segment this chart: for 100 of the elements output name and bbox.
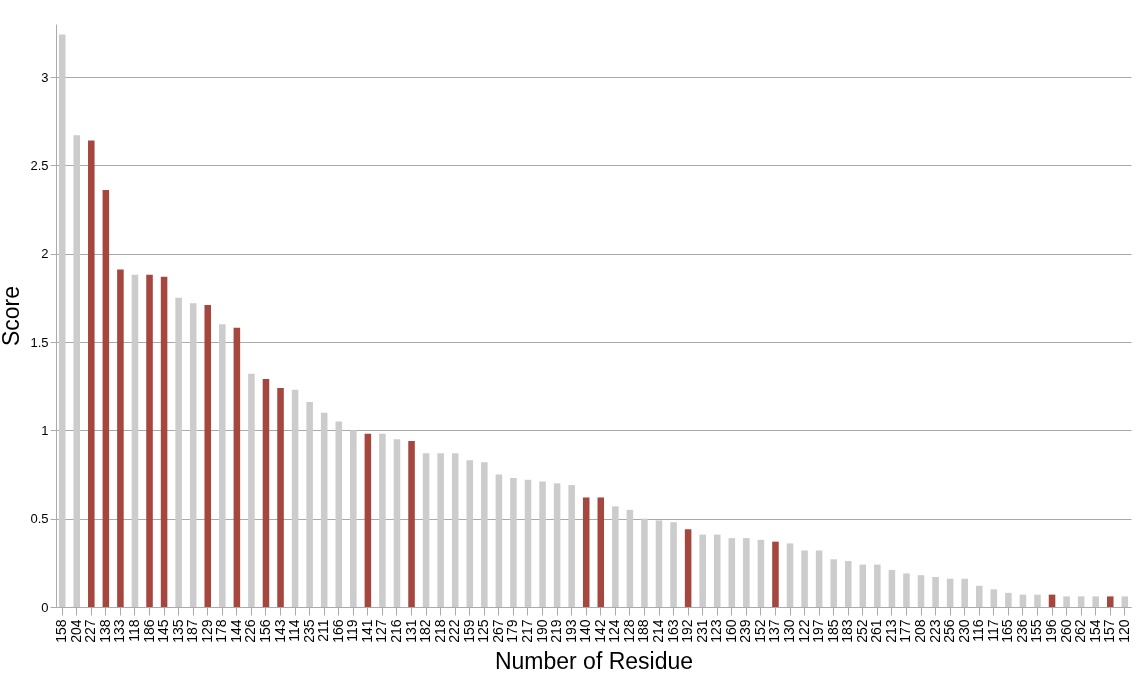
bar (146, 274, 153, 607)
y-tick-label: 3 (41, 69, 49, 85)
x-tick-label: 197 (810, 619, 827, 643)
bar (1005, 592, 1012, 607)
x-tick-label: 235 (300, 619, 317, 643)
x-tick-label: 157 (1101, 619, 1118, 643)
y-axis-title: Score (0, 285, 25, 347)
x-tick-label: 177 (897, 619, 914, 643)
bar (73, 135, 81, 607)
bar (757, 539, 765, 607)
bar (597, 497, 605, 607)
x-tick-label: 131 (402, 619, 419, 643)
x-tick-label: 142 (591, 619, 608, 643)
x-tick-label: 140 (577, 619, 594, 643)
x-tick-label: 179 (504, 619, 521, 643)
bar (160, 276, 168, 607)
bar (1063, 596, 1070, 607)
x-tick-label: 125 (475, 619, 492, 643)
x-tick-label: 155 (1028, 619, 1045, 643)
x-tick-label: 183 (839, 619, 856, 643)
x-tick-label: 187 (184, 619, 201, 643)
x-tick-label: 166 (329, 619, 346, 643)
x-tick-label: 252 (853, 619, 870, 643)
x-tick-label: 196 (1043, 619, 1060, 643)
bar (1034, 594, 1041, 607)
x-tick-label: 213 (882, 619, 899, 643)
x-tick-label: 128 (620, 619, 637, 643)
x-tick-label: 130 (781, 619, 798, 643)
x-tick-label: 145 (155, 619, 172, 643)
x-tick-label: 144 (227, 619, 244, 643)
bar (117, 269, 124, 607)
bar (684, 529, 692, 607)
x-tick-label: 165 (999, 619, 1016, 643)
x-tick-label: 218 (431, 619, 448, 643)
x-tick-label: 192 (679, 619, 696, 643)
bar (58, 34, 66, 607)
bar (524, 479, 532, 607)
x-tick-label: 216 (387, 619, 404, 643)
bar (655, 520, 663, 607)
x-tick-label: 137 (766, 619, 783, 643)
bar (1121, 596, 1129, 607)
bar (422, 453, 430, 607)
bar (1092, 596, 1099, 607)
x-tick-label: 156 (256, 619, 273, 643)
bar (233, 327, 241, 607)
x-tick-label: 163 (664, 619, 681, 643)
bar (626, 509, 634, 607)
bar (786, 543, 794, 607)
bar (1106, 596, 1114, 607)
bar (277, 387, 284, 607)
x-tick-label: 135 (169, 619, 186, 643)
bar (699, 534, 706, 607)
y-tick-label: 2 (41, 246, 49, 262)
bar (437, 453, 444, 607)
bar (801, 550, 808, 607)
x-tick-label: 138 (96, 619, 113, 643)
bar (291, 389, 299, 607)
bar (568, 485, 575, 607)
x-tick-label: 188 (635, 619, 652, 643)
x-tick-label: 182 (417, 619, 434, 643)
bar (859, 564, 867, 607)
y-tick-label: 1.5 (30, 334, 49, 350)
bar (612, 506, 619, 607)
bar (917, 575, 925, 607)
x-tick-label: 133 (111, 619, 128, 643)
bar (248, 373, 255, 607)
x-tick-label: 226 (242, 619, 259, 643)
bar (772, 541, 779, 607)
x-tick-label: 223 (926, 619, 943, 643)
x-tick-label: 116 (970, 619, 987, 642)
bar (219, 324, 226, 607)
x-tick-label: 214 (650, 619, 666, 643)
bar (102, 190, 110, 607)
bar (350, 430, 357, 607)
bar (466, 460, 474, 607)
bar (932, 576, 939, 607)
x-tick-label: 208 (912, 619, 929, 643)
x-tick-label: 123 (708, 619, 725, 643)
x-tick-label: 119 (344, 619, 361, 642)
x-tick-label: 120 (1115, 619, 1132, 643)
x-tick-label: 236 (1013, 619, 1030, 643)
x-tick-label: 127 (373, 619, 390, 643)
x-tick-label: 193 (562, 619, 579, 643)
x-tick-label: 143 (271, 619, 288, 643)
bar (670, 522, 677, 607)
x-tick-label: 256 (941, 619, 958, 643)
y-tick-label: 0.5 (30, 511, 49, 527)
bar (641, 518, 648, 607)
bar (903, 573, 910, 607)
x-tick-label: 159 (460, 619, 477, 643)
x-tick-label: 118 (125, 619, 142, 642)
bar (204, 304, 212, 607)
bar (990, 589, 998, 607)
x-tick-label: 185 (824, 619, 841, 643)
x-tick-label: 260 (1057, 619, 1074, 643)
bar (975, 585, 983, 607)
bar (306, 402, 313, 607)
x-tick-label: 190 (533, 619, 550, 643)
x-tick-label: 231 (693, 619, 710, 643)
x-tick-label: 186 (140, 619, 157, 643)
